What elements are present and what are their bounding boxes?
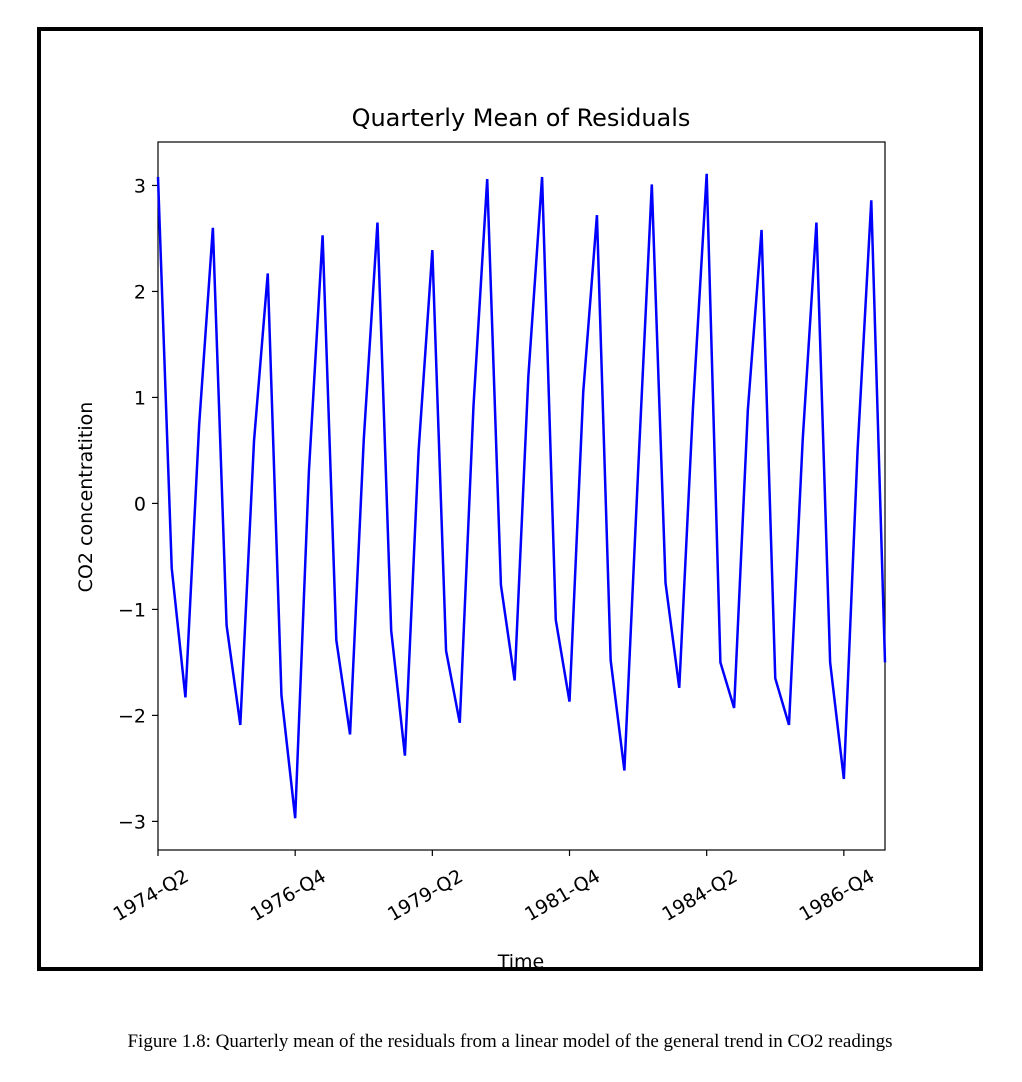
figure-frame <box>37 27 983 971</box>
x-tick-label: 1979-Q2 <box>384 865 467 926</box>
x-tick-label: 1974-Q2 <box>110 865 193 926</box>
data-line <box>156 173 887 819</box>
y-tick-label: 2 <box>134 281 146 303</box>
y-tick-label: −3 <box>118 811 146 833</box>
y-tick-label: 0 <box>134 493 146 515</box>
plot-area <box>157 141 886 851</box>
x-tick-label: 1976-Q4 <box>247 865 330 926</box>
y-tick-label: −1 <box>118 599 146 621</box>
x-tick-label: 1981-Q4 <box>521 865 604 926</box>
x-axis-label: Time <box>497 951 545 973</box>
x-tick-label: 1984-Q2 <box>658 865 741 926</box>
x-tick-label: 1986-Q4 <box>796 865 879 926</box>
y-axis-label: CO2 concentratition <box>75 402 97 593</box>
y-tick-label: 3 <box>134 175 146 197</box>
y-tick-label: 1 <box>134 387 146 409</box>
caption: Figure 1.8: Quarterly mean of the residu… <box>127 1031 892 1052</box>
chart-title: Quarterly Mean of Residuals <box>352 104 691 132</box>
y-tick-label: −2 <box>118 705 146 727</box>
